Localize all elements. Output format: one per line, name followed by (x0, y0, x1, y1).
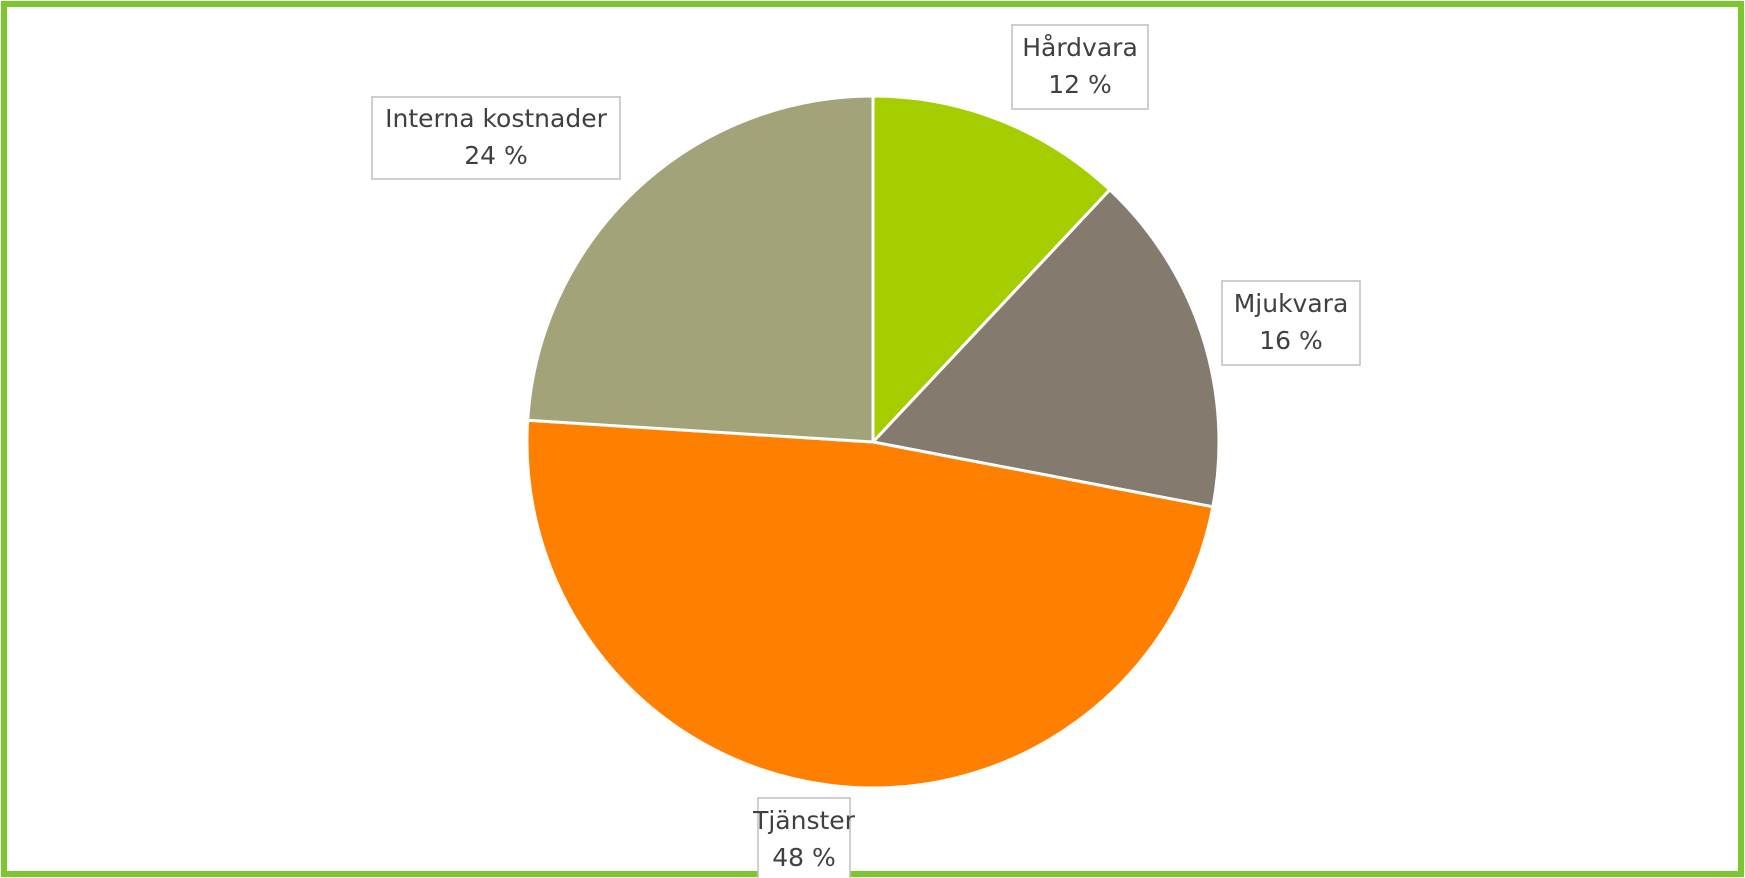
pie-slice (870, 187, 1221, 509)
value-label: 12 % (1048, 70, 1112, 99)
category-label: Hårdvara (1022, 33, 1138, 62)
category-label: Interna kostnader (385, 104, 607, 133)
label-box (1011, 24, 1149, 110)
label-box (1221, 280, 1361, 366)
value-label: 48 % (772, 843, 836, 872)
pie-slice (525, 418, 1215, 790)
label-box (371, 96, 621, 180)
value-label: 24 % (464, 141, 528, 170)
pie-slice (526, 94, 875, 444)
value-label: 16 % (1259, 326, 1323, 355)
category-label: Tjänster (752, 806, 856, 835)
category-label: Mjukvara (1234, 289, 1349, 318)
label-box (757, 797, 851, 878)
pie-slice (871, 94, 1112, 446)
